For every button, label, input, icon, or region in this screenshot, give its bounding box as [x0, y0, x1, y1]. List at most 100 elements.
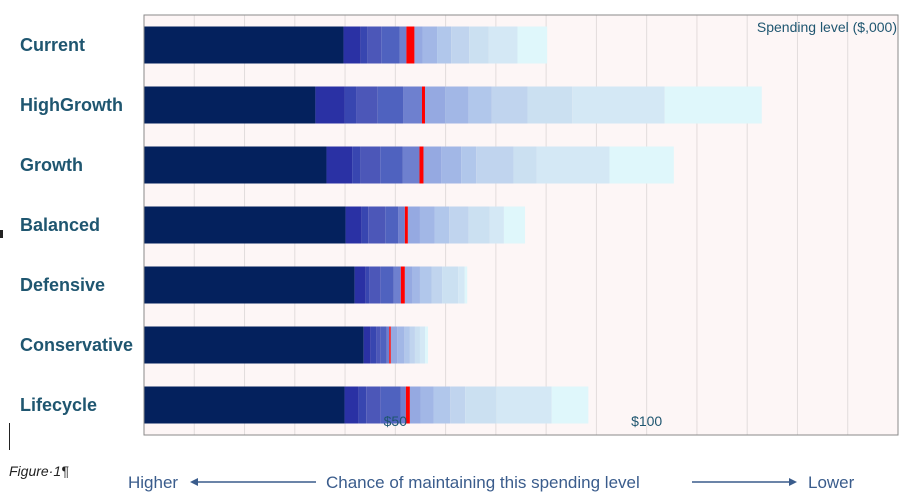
bar-segment	[404, 326, 410, 364]
bar-segment	[390, 326, 398, 364]
median-segment	[419, 146, 424, 184]
bar-segment	[376, 326, 381, 364]
bar-segment	[424, 86, 446, 124]
bar-segment	[664, 86, 762, 124]
bar-segment	[380, 146, 403, 184]
bar-segment	[409, 386, 421, 424]
bar-segment	[363, 326, 371, 364]
bar-segment	[365, 266, 370, 304]
bar-segment	[442, 266, 459, 304]
bar-segment	[424, 326, 429, 364]
bar-segment	[422, 26, 438, 64]
bar-segment	[437, 26, 452, 64]
bar-row	[144, 386, 589, 424]
bar-segment	[551, 386, 589, 424]
median-segment	[389, 326, 391, 364]
bar-segment	[489, 206, 504, 244]
bar-segment	[419, 206, 435, 244]
bar-segment	[503, 206, 526, 244]
tick-label: $100	[631, 413, 662, 429]
bar-segment	[343, 26, 361, 64]
bar-row	[144, 146, 674, 184]
bar-segment	[366, 386, 381, 424]
bar-segment	[431, 266, 443, 304]
bar-segment	[393, 266, 401, 304]
bar-segment	[403, 86, 422, 124]
bar-segment	[369, 266, 381, 304]
arrow-right-head	[789, 478, 797, 486]
bar-segment	[360, 146, 381, 184]
plot-frame	[143, 14, 899, 436]
bar-segment	[144, 266, 355, 304]
caption-lower: Lower	[808, 473, 855, 492]
caption-higher: Higher	[128, 473, 178, 492]
bar-segment	[144, 326, 364, 364]
bar-segment	[461, 146, 477, 184]
bar-row	[144, 26, 548, 64]
bar-segment	[476, 146, 514, 184]
category-label: Conservative	[20, 335, 133, 355]
category-label: Balanced	[20, 215, 100, 235]
bar-segment	[354, 266, 366, 304]
category-label: Current	[20, 35, 85, 55]
bar-segment	[368, 206, 386, 244]
bar-segment	[380, 266, 394, 304]
arrow-left-head	[190, 478, 198, 486]
bar-segment	[367, 26, 382, 64]
bar-segment	[402, 146, 420, 184]
bar-segment	[609, 146, 674, 184]
bar-segment	[345, 206, 362, 244]
bar-segment	[144, 86, 316, 124]
bar-segment	[414, 26, 423, 64]
bar-segment	[441, 146, 462, 184]
bar-segment	[464, 266, 468, 304]
bar-segment	[419, 266, 432, 304]
bar-segment	[445, 86, 469, 124]
bar-segment	[458, 266, 465, 304]
bar-row	[144, 206, 526, 244]
bar-segment	[572, 86, 665, 124]
bar-segment	[433, 386, 451, 424]
bar-segment	[451, 26, 470, 64]
bar-segment	[144, 146, 327, 184]
bar-segment	[380, 326, 387, 364]
bar-segment	[370, 326, 377, 364]
bars	[144, 26, 762, 424]
bar-segment	[144, 26, 344, 64]
bar-segment	[398, 206, 405, 244]
bar-segment	[386, 326, 390, 364]
category-label: HighGrowth	[20, 95, 123, 115]
tick-labels: $50 $100	[384, 413, 663, 429]
bar-segment	[527, 86, 573, 124]
left-edge-mark	[0, 230, 3, 238]
bar-segment	[352, 146, 361, 184]
category-label: Lifecycle	[20, 395, 97, 415]
bar-segment	[465, 386, 497, 424]
bar-segment	[399, 26, 407, 64]
category-label: Growth	[20, 155, 83, 175]
bar-segment	[468, 206, 490, 244]
median-segment	[400, 266, 405, 304]
bar-segment	[468, 86, 492, 124]
bar-segment	[536, 146, 610, 184]
bar-segment	[423, 146, 442, 184]
bar-segment	[385, 206, 399, 244]
bar-segment	[434, 206, 450, 244]
bar-segment	[397, 326, 405, 364]
bar-segment	[420, 386, 434, 424]
bar-row	[144, 266, 468, 304]
bar-segment	[361, 206, 369, 244]
bar-row	[144, 86, 762, 124]
bar-segment	[344, 86, 357, 124]
bar-segment	[469, 26, 489, 64]
bar-segment	[344, 386, 359, 424]
bar-segment	[380, 386, 401, 424]
figure-label: Figure·1¶	[9, 463, 69, 479]
median-segment	[421, 86, 425, 124]
bar-segment	[488, 26, 518, 64]
bar-segment	[513, 146, 537, 184]
median-segment	[405, 386, 410, 424]
bar-segment	[360, 26, 368, 64]
bar-segment	[407, 206, 420, 244]
